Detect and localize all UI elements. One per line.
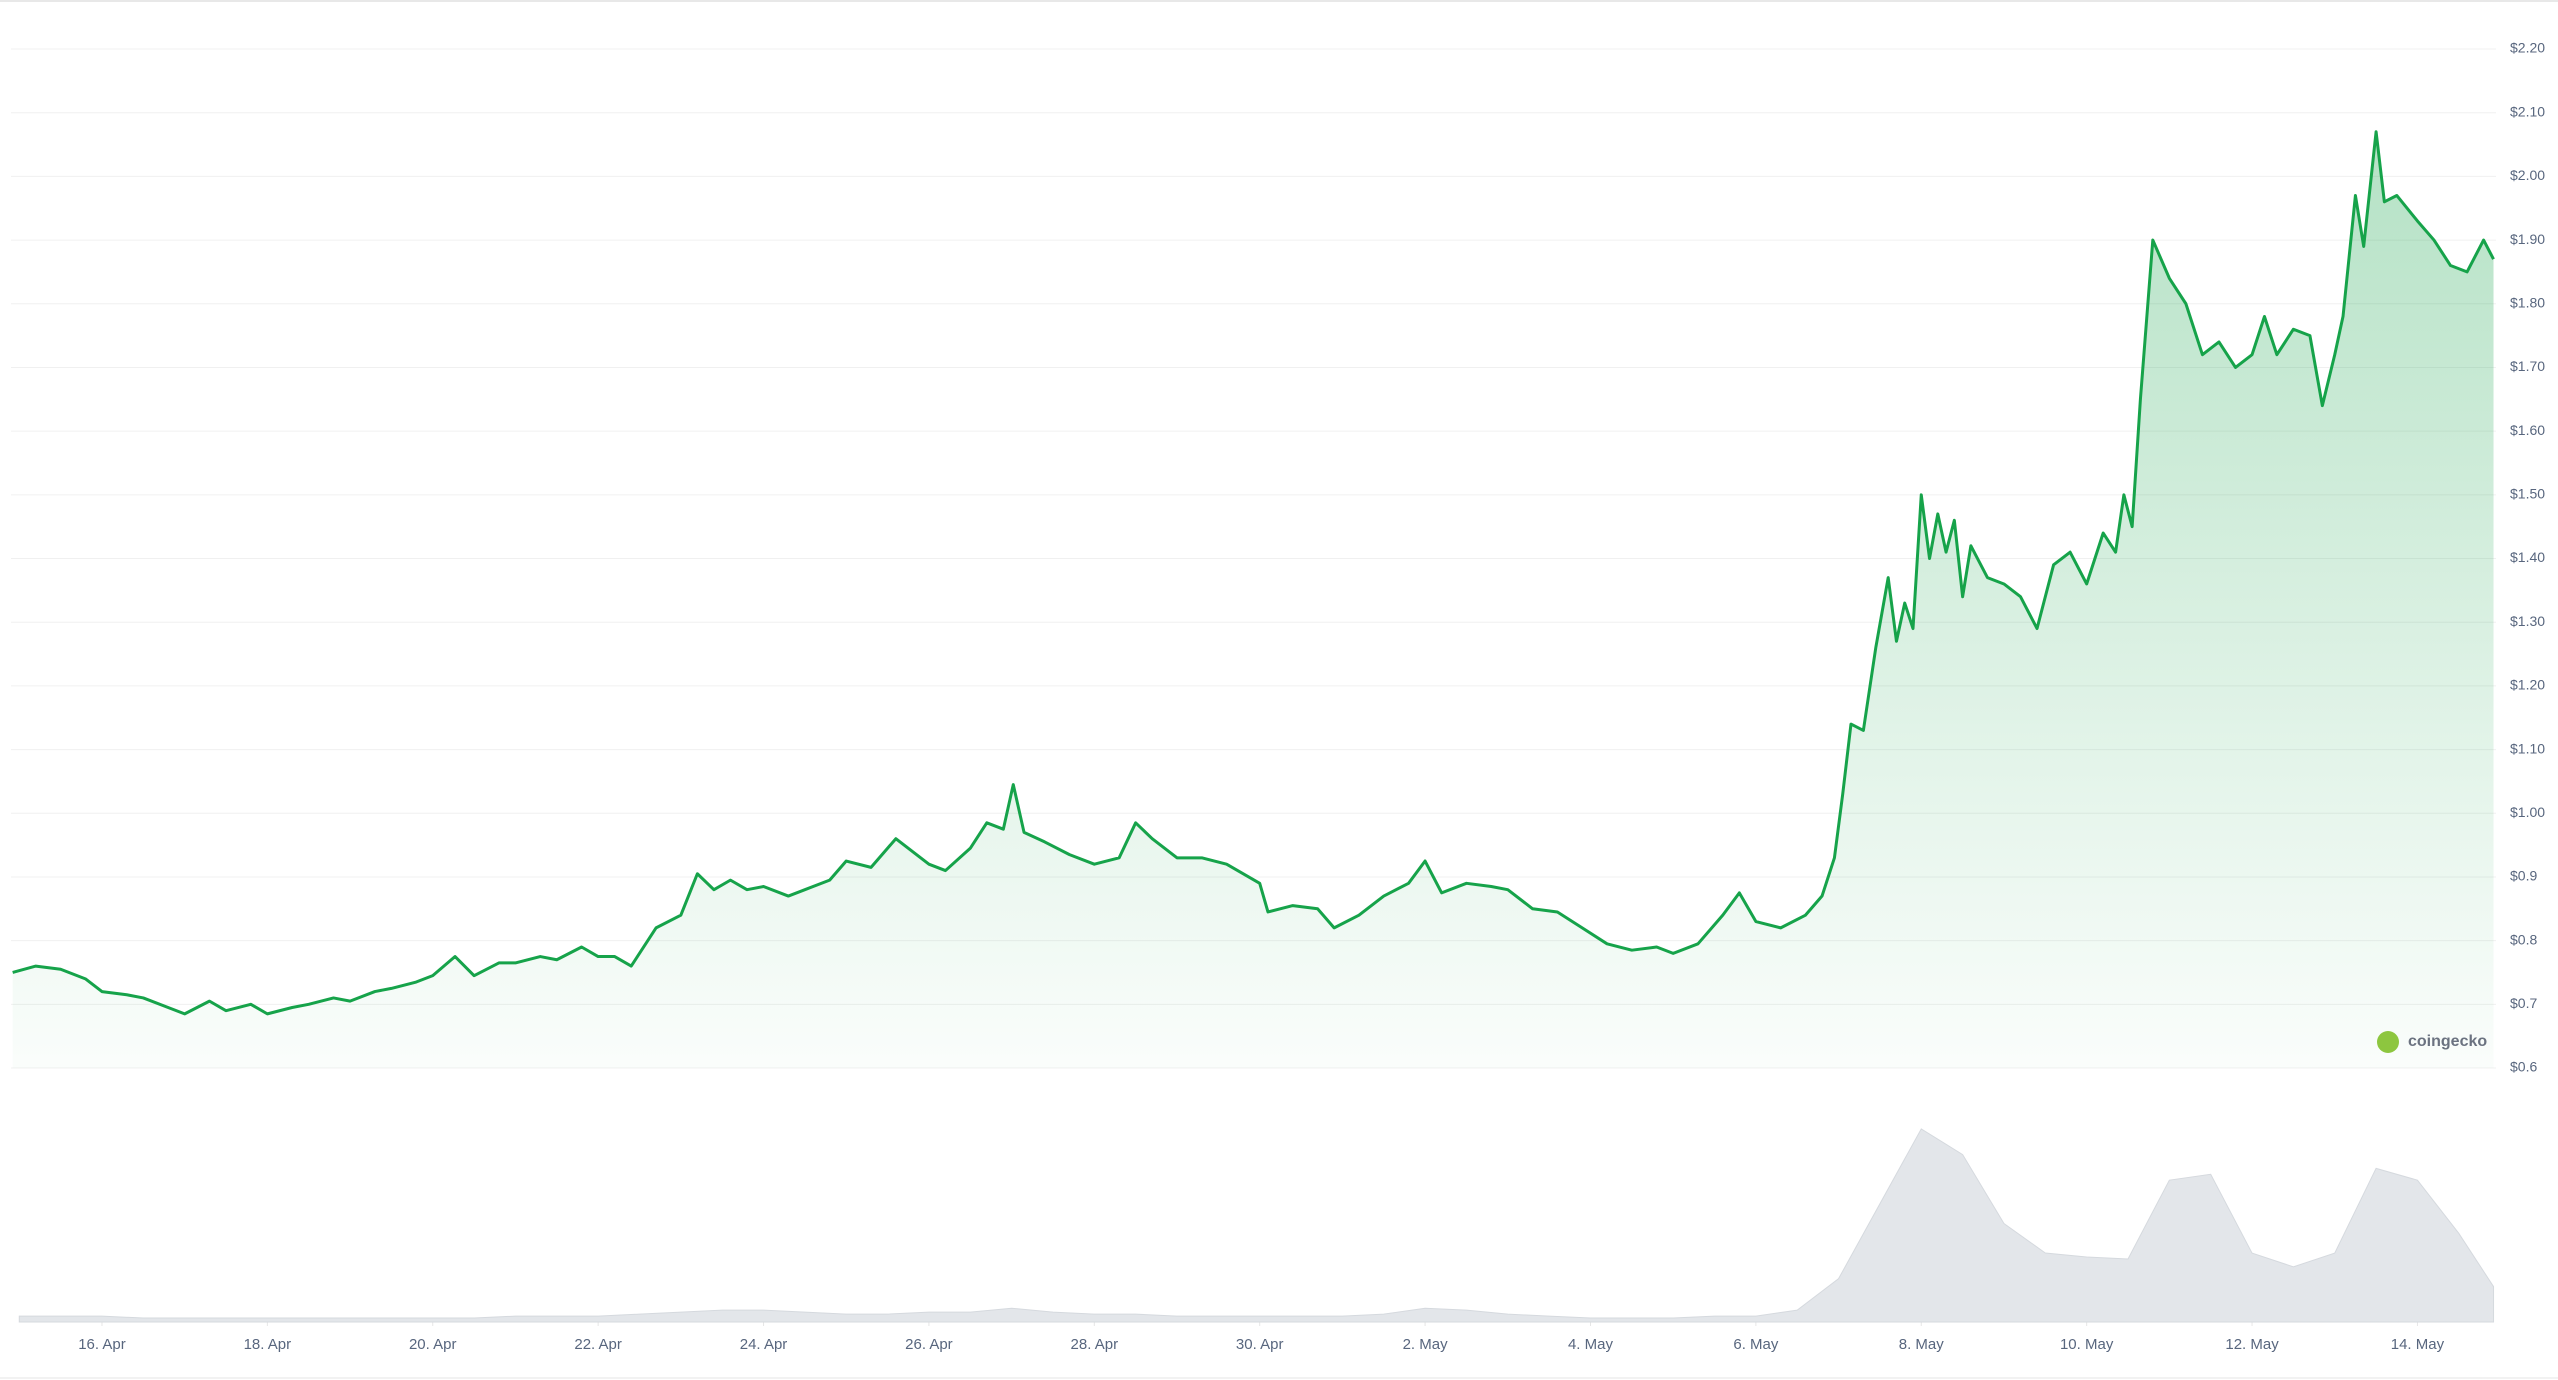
x-tick-label: 8. May xyxy=(1899,1336,1945,1353)
y-tick-label: $1.90 xyxy=(2510,231,2545,247)
y-tick-label: $2.00 xyxy=(2510,167,2545,183)
x-tick-label: 16. Apr xyxy=(78,1336,126,1353)
price-area xyxy=(12,131,2494,1068)
y-tick-label: $2.10 xyxy=(2510,103,2545,119)
y-tick-label: $0.9 xyxy=(2510,868,2537,884)
x-tick-label: 26. Apr xyxy=(905,1336,953,1353)
x-tick-label: 30. Apr xyxy=(1236,1336,1284,1353)
x-tick-label: 24. Apr xyxy=(740,1336,788,1353)
volume-area xyxy=(18,1128,2495,1323)
x-tick-label: 28. Apr xyxy=(1071,1336,1119,1353)
x-tick-label: 2. May xyxy=(1403,1336,1449,1353)
x-tick-label: 4. May xyxy=(1568,1336,1614,1353)
y-tick-label: $0.7 xyxy=(2510,995,2537,1011)
logo-icon xyxy=(2377,1031,2399,1053)
x-tick-label: 18. Apr xyxy=(244,1336,292,1353)
y-tick-label: $2.20 xyxy=(2510,40,2545,56)
y-tick-label: $0.6 xyxy=(2510,1059,2537,1075)
y-tick-label: $1.80 xyxy=(2510,294,2545,310)
x-tick-label: 20. Apr xyxy=(409,1336,457,1353)
y-tick-label: $1.00 xyxy=(2510,804,2545,820)
y-tick-label: $1.70 xyxy=(2510,358,2545,374)
x-tick-label: 22. Apr xyxy=(574,1336,622,1353)
price-line xyxy=(12,130,2495,1016)
x-tick-label: 6. May xyxy=(1733,1336,1779,1353)
y-tick-label: $0.8 xyxy=(2510,931,2537,947)
x-tick-label: 12. May xyxy=(2225,1336,2279,1353)
y-tick-label: $1.50 xyxy=(2510,486,2545,502)
y-tick-label: $1.60 xyxy=(2510,422,2545,438)
y-tick-label: $1.30 xyxy=(2510,613,2545,629)
y-tick-label: $1.20 xyxy=(2510,677,2545,693)
x-tick-label: 14. May xyxy=(2391,1336,2445,1353)
x-tick-label: 10. May xyxy=(2060,1336,2114,1353)
y-tick-label: $1.40 xyxy=(2510,549,2545,565)
y-tick-label: $1.10 xyxy=(2510,740,2545,756)
watermark: coingecko xyxy=(2408,1033,2487,1050)
